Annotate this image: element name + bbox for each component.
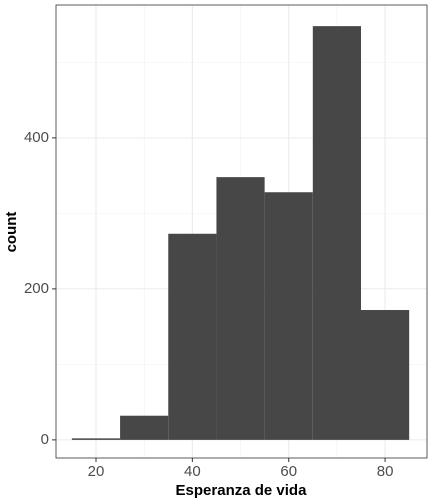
bar [168,233,217,440]
bar [216,177,265,440]
bar [71,438,121,440]
x-axis-title: Esperanza de vida [176,482,308,499]
x-tick-label: 80 [377,463,394,480]
bar [312,26,361,440]
bar [120,415,169,440]
x-tick-label: 20 [88,463,105,480]
bar [360,310,410,440]
y-axis-title: count [3,212,20,253]
y-tick-label: 200 [24,280,49,297]
x-tick-label: 40 [184,463,201,480]
bar [264,192,313,440]
panel-border [55,4,428,459]
y-tick-label: 400 [24,129,49,146]
x-tick-label: 60 [280,463,297,480]
y-tick-label: 0 [41,431,49,448]
